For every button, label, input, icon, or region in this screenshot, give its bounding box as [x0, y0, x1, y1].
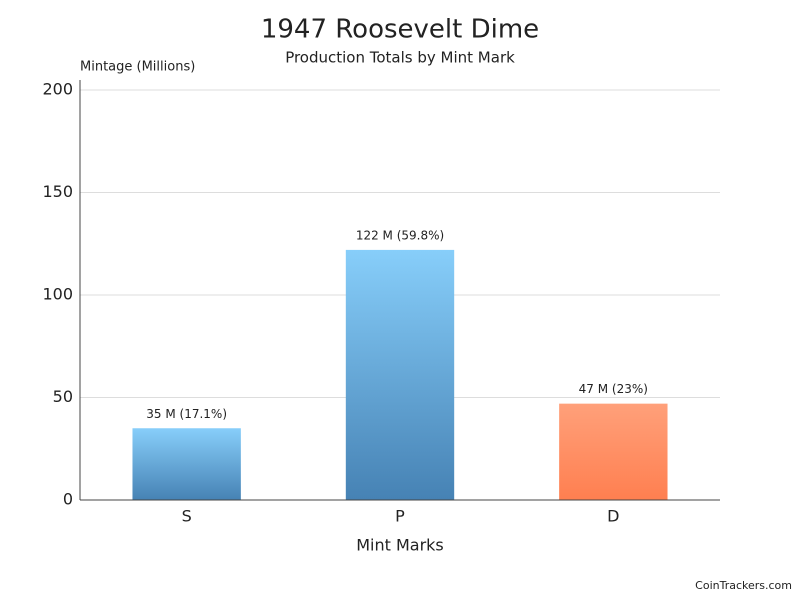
x-tick-label: P [395, 507, 405, 526]
x-tick-label: S [182, 507, 192, 526]
y-tick-label: 100 [42, 285, 73, 304]
y-tick-label: 0 [63, 490, 73, 509]
chart-title: 1947 Roosevelt Dime [261, 15, 539, 45]
y-tick-label: 50 [53, 387, 73, 406]
bar [132, 428, 241, 500]
value-label: 47 M (23%) [579, 382, 648, 396]
chart-subtitle: Production Totals by Mint Mark [285, 49, 515, 67]
value-label: 122 M (59.8%) [356, 228, 444, 242]
y-tick-label: 150 [42, 182, 73, 201]
bar [345, 249, 455, 500]
value-label: 35 M (17.1%) [146, 407, 227, 421]
x-axis-label: Mint Marks [356, 536, 444, 555]
y-axis-label: Mintage (Millions) [80, 60, 195, 75]
x-tick-label: D [607, 507, 619, 526]
credit: CoinTrackers.com [695, 579, 792, 592]
y-tick-label: 200 [42, 80, 73, 99]
bar [559, 403, 668, 500]
